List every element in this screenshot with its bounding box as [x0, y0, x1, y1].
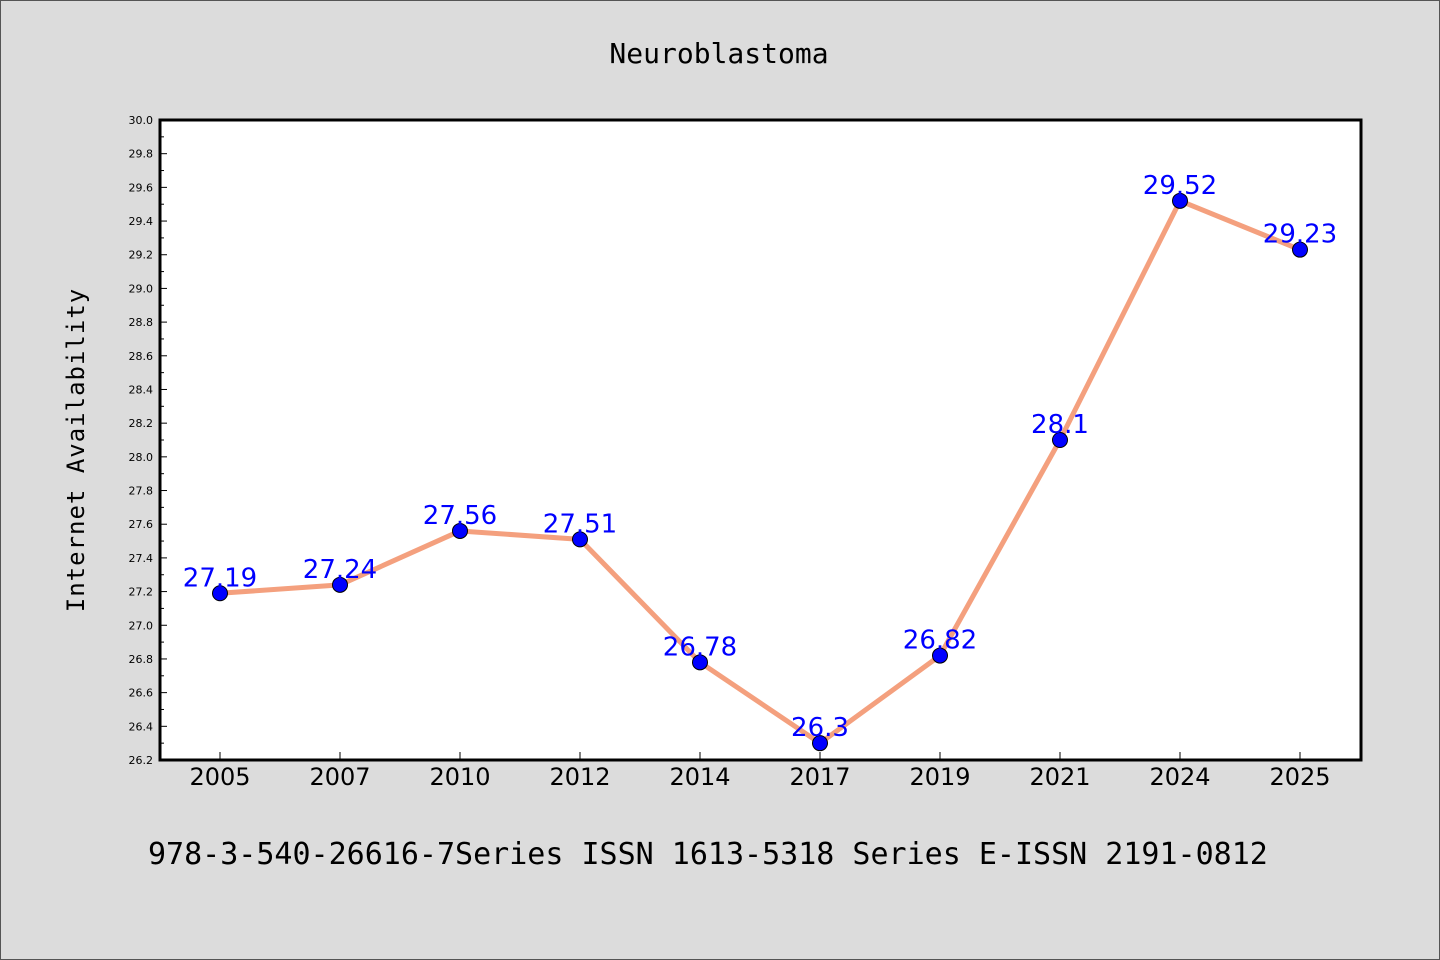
y-tick-label: 27.8: [129, 485, 154, 498]
y-tick-label: 28.0: [129, 451, 154, 464]
x-tick-label: 2010: [429, 763, 490, 791]
y-tick-label: 26.4: [129, 720, 154, 733]
y-tick-label: 29.6: [129, 181, 154, 194]
series-line: [219, 198, 1301, 746]
plot-area: [158, 118, 1363, 762]
data-label: 26.3: [791, 713, 849, 743]
data-point: [1172, 192, 1188, 209]
data-point: [452, 522, 468, 539]
y-tick-label: 29.0: [129, 282, 154, 295]
y-tick-label: 29.2: [129, 249, 154, 262]
x-tick-label: 2007: [309, 763, 370, 791]
x-tick-label: 2019: [909, 763, 970, 791]
x-tick-label: 2021: [1029, 763, 1090, 791]
data-point: [812, 735, 828, 752]
data-label: 29.52: [1143, 171, 1217, 201]
y-tick-label: 27.0: [129, 619, 154, 632]
x-tick-label: 2005: [189, 763, 250, 791]
data-point: [692, 654, 708, 671]
x-tick-label: 2014: [669, 763, 730, 791]
x-tick-label: 2012: [549, 763, 610, 791]
y-tick-label: 26.2: [129, 754, 154, 767]
data-point: [212, 585, 228, 602]
y-tick-label: 28.8: [129, 316, 154, 329]
footer-text: 978-3-540-26616-7Series ISSN 1613-5318 S…: [148, 837, 1268, 872]
data-label: 28.1: [1031, 410, 1089, 440]
data-point: [1052, 432, 1068, 448]
data-point: [1292, 241, 1308, 258]
data-label: 27.24: [303, 555, 377, 585]
y-axis: 26.2 26.4 26.6 26.8 27.0 27.2 27.4 27.6 27.8 28.0…: [129, 114, 167, 767]
y-tick-label: 30.0: [129, 114, 154, 127]
y-axis-label: Internet Availability: [62, 288, 90, 612]
y-tick-label: 28.4: [129, 383, 154, 396]
data-point: [932, 647, 948, 664]
y-tick-label: 27.6: [129, 518, 154, 531]
data-label: 26.82: [903, 626, 977, 656]
y-tick-label: 29.4: [129, 215, 154, 228]
y-tick-label: 28.2: [129, 417, 154, 430]
data-label: 26.78: [663, 632, 737, 662]
y-tick-label: 27.4: [129, 552, 154, 565]
data-label: 29.23: [1263, 220, 1337, 250]
y-tick-label: 26.6: [129, 687, 154, 700]
data-point: [572, 531, 588, 548]
x-axis: 2005 2007 2010 2012 2014 2017 2019 2021 2024 2025: [189, 752, 1331, 791]
y-tick-label: 27.2: [129, 586, 154, 599]
y-tick-label: 26.8: [129, 653, 154, 666]
series-line-group: 27.19 27.24 27.56 27.51 26.78 26.3 26.82 28.1 29…: [183, 171, 1337, 752]
data-label: 27.19: [183, 563, 257, 593]
y-tick-label: 28.6: [129, 350, 154, 363]
data-label: 27.56: [423, 501, 497, 531]
data-label: 27.51: [543, 509, 617, 539]
x-tick-label: 2025: [1269, 763, 1330, 791]
x-tick-label: 2017: [789, 763, 850, 791]
x-tick-label: 2024: [1149, 763, 1210, 791]
data-point: [332, 576, 348, 593]
y-tick-label: 29.8: [129, 148, 154, 161]
chart-title: Neuroblastoma: [609, 37, 828, 70]
